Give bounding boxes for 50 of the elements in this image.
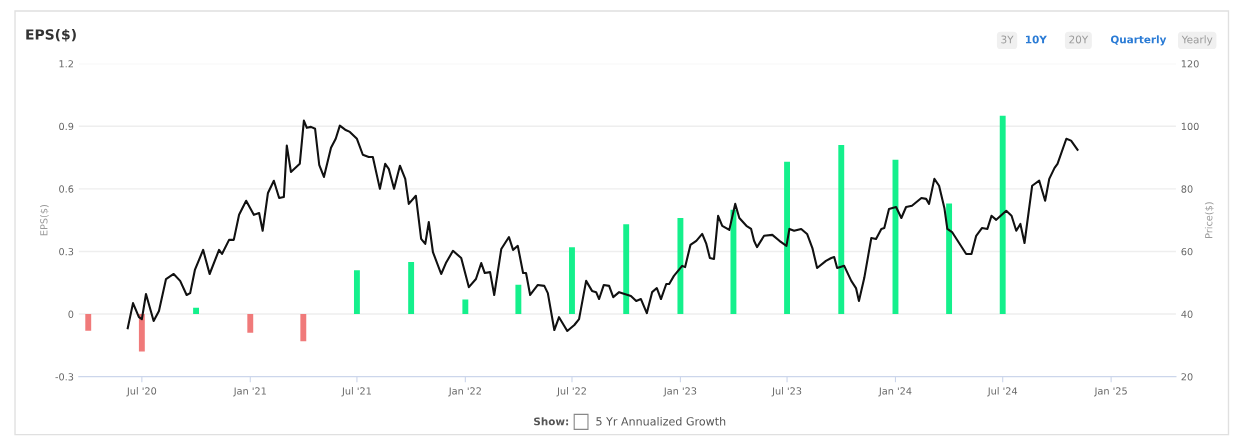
y-tick-label: 0.6 bbox=[59, 185, 74, 193]
bar bbox=[569, 247, 575, 315]
bar bbox=[300, 314, 307, 342]
y-tick-label: 0.3 bbox=[59, 247, 74, 256]
text: Yearly bbox=[1181, 35, 1213, 46]
bar bbox=[138, 314, 145, 352]
y2-tick-label: 100 bbox=[1181, 122, 1199, 131]
y-tick-label: 1.2 bbox=[59, 60, 73, 68]
bar bbox=[462, 299, 469, 315]
x-tick-label: Jan '21 bbox=[233, 387, 266, 397]
y2-tick-label: 80 bbox=[1181, 185, 1193, 193]
bar bbox=[353, 270, 360, 315]
y-tick-label: 0 bbox=[68, 310, 74, 318]
bar bbox=[730, 209, 737, 315]
y2-tick-label: 20 bbox=[1181, 373, 1193, 381]
text: Quarterly bbox=[1110, 35, 1167, 46]
y-axis-title: EPS($) bbox=[40, 205, 49, 236]
y2-tick-label: 60 bbox=[1181, 247, 1193, 256]
y2-tick-label: 40 bbox=[1181, 310, 1193, 318]
x-tick-label: Jan '22 bbox=[448, 387, 481, 397]
line-series bbox=[126, 119, 1079, 332]
x-tick-label: Jul '23 bbox=[771, 387, 802, 397]
y2-tick-label: 120 bbox=[1181, 60, 1199, 68]
bar bbox=[408, 261, 415, 315]
x-tick-label: Jan '24 bbox=[878, 387, 912, 397]
bar bbox=[193, 307, 200, 315]
x-tick-label: Jan '25 bbox=[1094, 387, 1127, 397]
text: 5 Yr Annualized Growth bbox=[596, 416, 726, 426]
chart-title: EPS($) bbox=[26, 28, 76, 42]
x-tick-label: Jul '21 bbox=[341, 387, 371, 397]
x-tick-label: Jul '22 bbox=[556, 387, 586, 397]
y2-axis-title: Price($) bbox=[1204, 202, 1214, 238]
bar bbox=[838, 145, 845, 315]
y-tick-label: 0.9 bbox=[59, 122, 74, 131]
text: 20Y bbox=[1069, 35, 1089, 44]
y-tick-label: -0.3 bbox=[55, 373, 74, 381]
x-tick-label: Jul '20 bbox=[126, 387, 157, 397]
text: 3Y bbox=[1001, 35, 1014, 44]
bar bbox=[515, 284, 522, 315]
bar bbox=[247, 314, 254, 333]
bar bbox=[999, 115, 1006, 315]
bar bbox=[946, 203, 953, 315]
x-tick-label: Jan '23 bbox=[663, 387, 697, 397]
bar bbox=[85, 314, 92, 331]
text: 10Y bbox=[1025, 35, 1047, 44]
x-tick-label: Jul '24 bbox=[987, 387, 1018, 397]
text: Show: bbox=[534, 417, 569, 426]
bar bbox=[677, 218, 684, 315]
bar bbox=[784, 161, 790, 315]
bar bbox=[623, 224, 630, 315]
